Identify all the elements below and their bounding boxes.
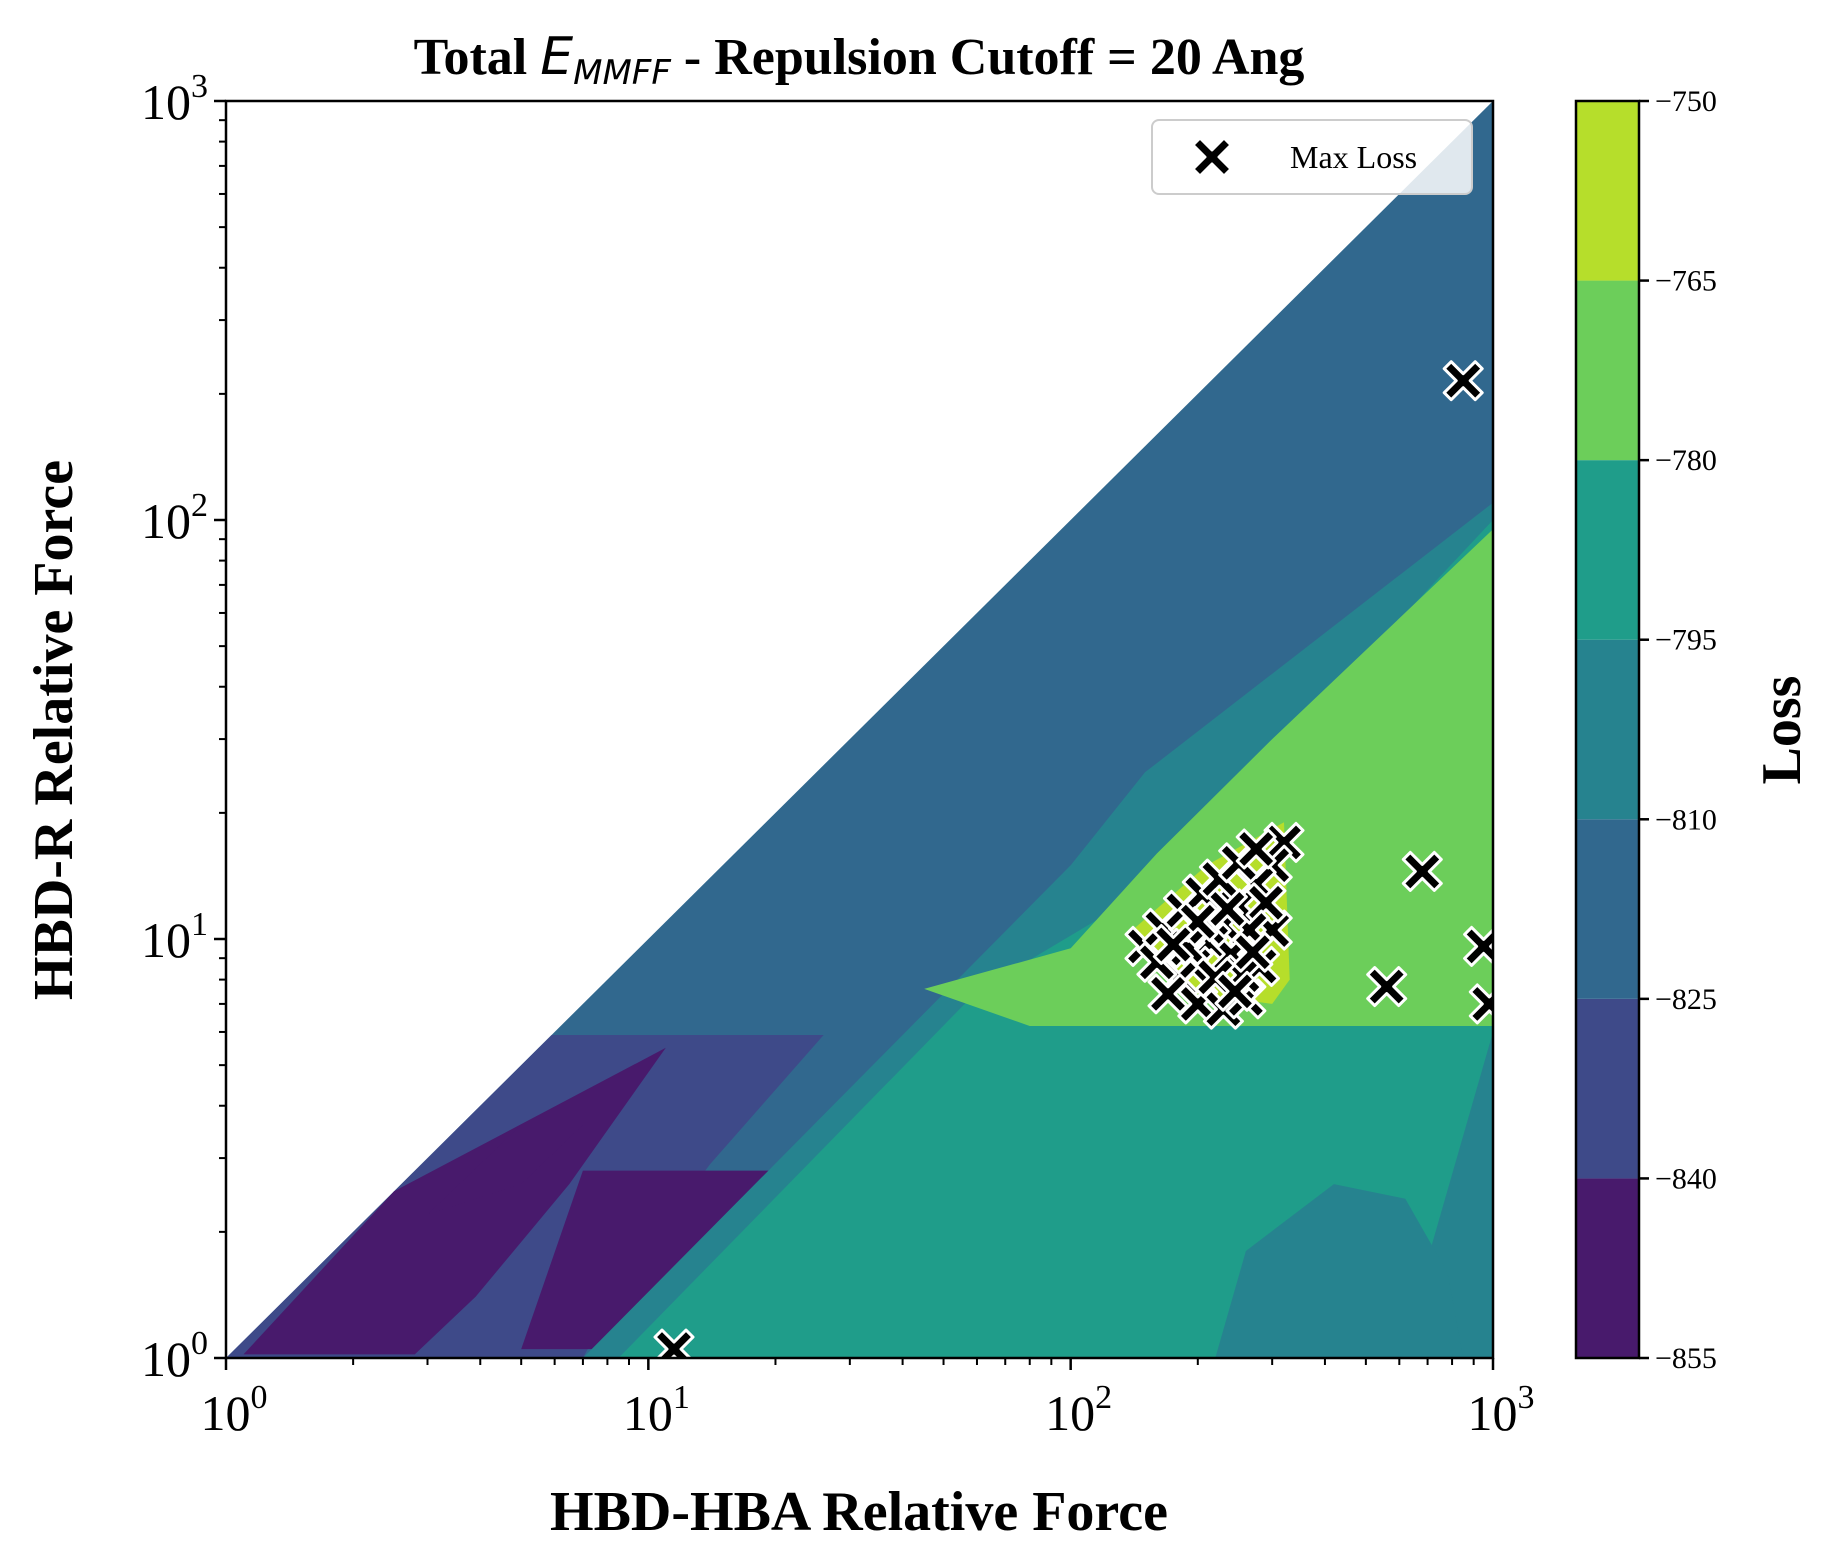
colorbar-band-4 bbox=[1576, 460, 1639, 640]
max-loss-point-39 bbox=[1232, 931, 1274, 973]
colorbar-band-0 bbox=[1576, 1178, 1639, 1358]
colorbar-tick-label-0: −855 bbox=[1655, 1342, 1717, 1375]
colorbar-tick-label-6: −765 bbox=[1655, 265, 1717, 298]
colorbar-frame bbox=[1574, 99, 1641, 1360]
contour-region-6 bbox=[618, 520, 1493, 1358]
colorbar-tick-label-3: −810 bbox=[1655, 803, 1717, 836]
x-tick-label-3: 103 bbox=[1468, 1379, 1535, 1441]
colorbar-band-3 bbox=[1576, 639, 1639, 820]
max-loss-point-0 bbox=[1442, 360, 1484, 402]
max-loss-point-6 bbox=[1468, 983, 1493, 1025]
colorbar-band-2 bbox=[1576, 819, 1639, 999]
colorbar: −855 −840 −825 −810 −795 −780 −765 −750 bbox=[1574, 85, 1717, 1375]
contour-region-3 bbox=[427, 1124, 583, 1215]
y-tick-label-0: 100 bbox=[141, 1325, 208, 1387]
max-loss-point-4 bbox=[1366, 966, 1408, 1008]
colorbar-label: Loss bbox=[1751, 676, 1813, 785]
legend-frame bbox=[1151, 119, 1473, 195]
max-loss-point-2 bbox=[1401, 850, 1443, 892]
x-tick-label-0: 100 bbox=[201, 1379, 268, 1441]
x-axis-label: HBD-HBA Relative Force bbox=[550, 1481, 1168, 1543]
max-loss-point-5 bbox=[1463, 925, 1493, 967]
y-tick-label-1: 101 bbox=[141, 906, 208, 968]
contour-region-7 bbox=[1215, 1184, 1464, 1358]
plot-frame bbox=[224, 99, 1495, 1360]
colorbar-tick-label-2: −825 bbox=[1655, 983, 1717, 1016]
colorbar-band-6 bbox=[1576, 101, 1639, 281]
max-loss-point-7 bbox=[653, 1328, 695, 1358]
colorbar-tick-label-4: −795 bbox=[1655, 624, 1717, 657]
max-loss-point-36 bbox=[1214, 970, 1256, 1012]
colorbar-tick-label-7: −750 bbox=[1655, 85, 1717, 118]
colorbar-tick-label-5: −780 bbox=[1655, 444, 1717, 477]
legend-marker-x-icon bbox=[1191, 136, 1233, 178]
legend-entry-max-loss: Max Loss bbox=[1290, 139, 1417, 175]
chart-title: Total EMMFF - Repulsion Cutoff = 20 Ang bbox=[414, 27, 1305, 93]
colorbar-tick-label-1: −840 bbox=[1655, 1162, 1717, 1195]
x-tick-label-1: 101 bbox=[623, 1379, 690, 1441]
colorbar-band-1 bbox=[1576, 998, 1639, 1179]
y-tick-label-3: 103 bbox=[141, 68, 208, 130]
max-loss-point-34 bbox=[1206, 888, 1248, 930]
max-loss-point-38 bbox=[1152, 924, 1194, 965]
x-tick-label-2: 102 bbox=[1045, 1379, 1112, 1441]
y-tick-label-2: 102 bbox=[141, 487, 208, 549]
axis-ticks: 100 101 102 103 100 101 102 103 bbox=[141, 68, 1535, 1441]
max-loss-markers bbox=[653, 360, 1493, 1358]
legend[interactable]: Max Loss bbox=[1151, 119, 1473, 195]
y-axis-label: HBD-R Relative Force bbox=[23, 460, 85, 1000]
contour-regions bbox=[226, 101, 1493, 1358]
max-loss-point-30 bbox=[1235, 828, 1277, 870]
max-loss-point-13 bbox=[1245, 882, 1287, 924]
colorbar-band-5 bbox=[1576, 280, 1639, 461]
contour-region-8 bbox=[924, 529, 1493, 1026]
